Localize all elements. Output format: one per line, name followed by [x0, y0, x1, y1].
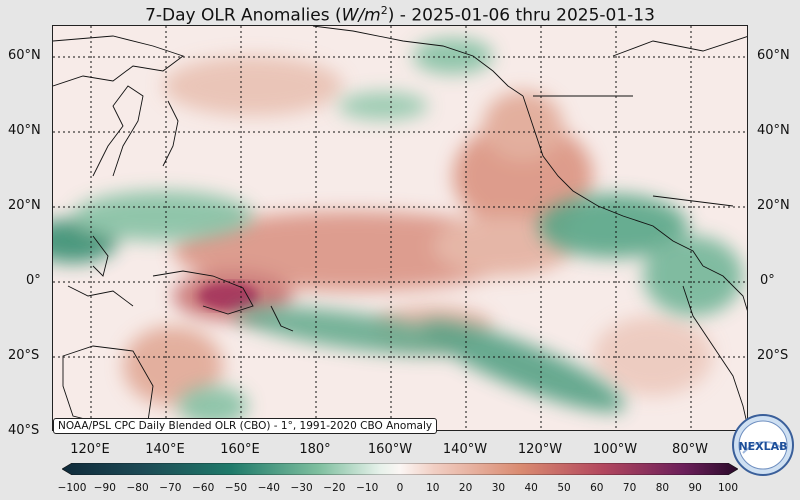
colorbar-tick-label: 40 — [524, 482, 538, 494]
lat-label-left: 40°S — [8, 423, 40, 438]
logo-text: NEXLAB — [738, 440, 787, 453]
olr-anomaly-map — [52, 25, 748, 431]
colorbar-tick-label: −80 — [126, 482, 149, 494]
colorbar-tick-label: −20 — [323, 482, 346, 494]
lon-label: 120°E — [70, 442, 110, 457]
lon-label: 180° — [299, 442, 331, 457]
colorbar-tick-label: 80 — [655, 482, 670, 494]
colorbar-tick-label: −70 — [159, 482, 182, 494]
colorbar-tick-label: −100 — [57, 482, 87, 494]
strong-positive-anomaly — [198, 282, 258, 310]
lat-label-right: 60°N — [757, 48, 790, 63]
colorbar-tick-label: −30 — [290, 482, 313, 494]
title-units: W/m — [341, 5, 381, 26]
lat-label-right: 20°S — [757, 348, 789, 363]
title-units-exponent: 2 — [380, 4, 388, 17]
colorbar-tick-label: 90 — [688, 482, 702, 494]
title-suffix: ) - 2025-01-06 thru 2025-01-13 — [387, 5, 655, 26]
lon-label: 120°W — [517, 442, 563, 457]
graticule — [53, 26, 747, 430]
lat-label-left: 0° — [26, 273, 41, 288]
lat-label-left: 20°N — [8, 198, 41, 213]
colorbar-tick-label: −40 — [257, 482, 280, 494]
map-title: 7-Day OLR Anomalies (W/m2) - 2025-01-06 … — [0, 0, 800, 27]
lon-label: 140°W — [442, 442, 488, 457]
colorbar-tick-label: 20 — [458, 482, 473, 494]
logo-graphic: NEXLAB — [732, 414, 794, 476]
colorbar-tick-label: 30 — [491, 482, 506, 494]
lat-label-right: 20°N — [757, 198, 790, 213]
lon-label: 160°W — [367, 442, 413, 457]
colorbar-tick-label: 100 — [717, 482, 739, 494]
lat-label-left: 40°N — [8, 123, 41, 138]
lat-label-right: 40°N — [757, 123, 790, 138]
negative-anomaly-regions — [53, 38, 743, 426]
lon-label: 140°E — [145, 442, 185, 457]
colorbar-tick-label: −60 — [192, 482, 215, 494]
colorbar — [62, 463, 738, 475]
data-credit-box: NOAA/PSL CPC Daily Blended OLR (CBO) - 1… — [53, 418, 438, 434]
colorbar-tick-label: −90 — [93, 482, 116, 494]
colorbar-tick-label: 0 — [396, 482, 404, 494]
colorbar-tick-label: 50 — [557, 482, 571, 494]
colorbar-tick-label: −50 — [224, 482, 248, 494]
colorbar-tick-label: 70 — [622, 482, 637, 494]
nexlab-logo: NEXLAB — [731, 413, 795, 477]
lat-label-left: 20°S — [8, 348, 40, 363]
lat-label-left: 60°N — [8, 48, 41, 63]
title-prefix: 7-Day OLR Anomalies ( — [145, 5, 342, 26]
coastlines — [53, 26, 747, 427]
colorbar-tick-label: 10 — [426, 482, 440, 494]
lat-label-right: 0° — [760, 273, 775, 288]
lon-label: 160°E — [220, 442, 260, 457]
colorbar-tick-label: −10 — [356, 482, 379, 494]
map-canvas — [53, 26, 747, 430]
lon-label: 80°W — [672, 442, 708, 457]
colorbar-tick-label: 60 — [590, 482, 604, 494]
lon-label: 100°W — [592, 442, 638, 457]
